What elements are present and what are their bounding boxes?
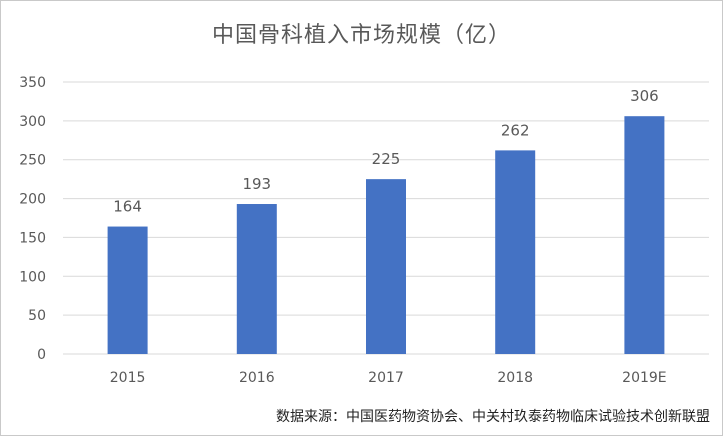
x-tick-label: 2019E <box>622 370 666 386</box>
x-tick-label: 2015 <box>110 370 146 386</box>
y-axis-ticks: 0 50 100 150 200 250 300 350 <box>19 75 46 363</box>
y-tick-label: 0 <box>37 347 46 363</box>
y-tick-label: 150 <box>19 230 46 246</box>
source-note: 数据来源：中国医药物资协会、中关村玖泰药物临床试验技术创新联盟 <box>276 409 710 425</box>
bar-2018 <box>495 150 536 354</box>
data-label: 193 <box>242 175 271 193</box>
y-tick-label: 250 <box>19 153 46 169</box>
y-tick-label: 300 <box>19 114 46 130</box>
bar-2016 <box>236 204 277 354</box>
x-tick-label: 2017 <box>368 370 404 386</box>
y-tick-label: 50 <box>28 308 46 324</box>
bar-2017 <box>366 179 406 354</box>
data-label: 262 <box>501 121 530 139</box>
data-label: 164 <box>113 198 142 216</box>
x-tick-label: 2018 <box>497 370 533 386</box>
x-axis-ticks: 2015 2016 2017 2018 2019E <box>110 370 667 386</box>
data-label: 306 <box>630 87 659 105</box>
bars <box>107 116 665 355</box>
bar-2015 <box>107 226 148 354</box>
data-labels: 164 193 225 262 306 <box>113 87 658 215</box>
y-tick-label: 200 <box>19 192 46 208</box>
x-tick-label: 2016 <box>239 370 275 386</box>
y-tick-label: 100 <box>19 269 46 285</box>
data-label: 225 <box>372 150 401 168</box>
bar-2019E <box>624 116 665 355</box>
chart-title: 中国骨科植入市场规模（亿） <box>211 23 511 48</box>
y-tick-label: 350 <box>19 75 46 91</box>
